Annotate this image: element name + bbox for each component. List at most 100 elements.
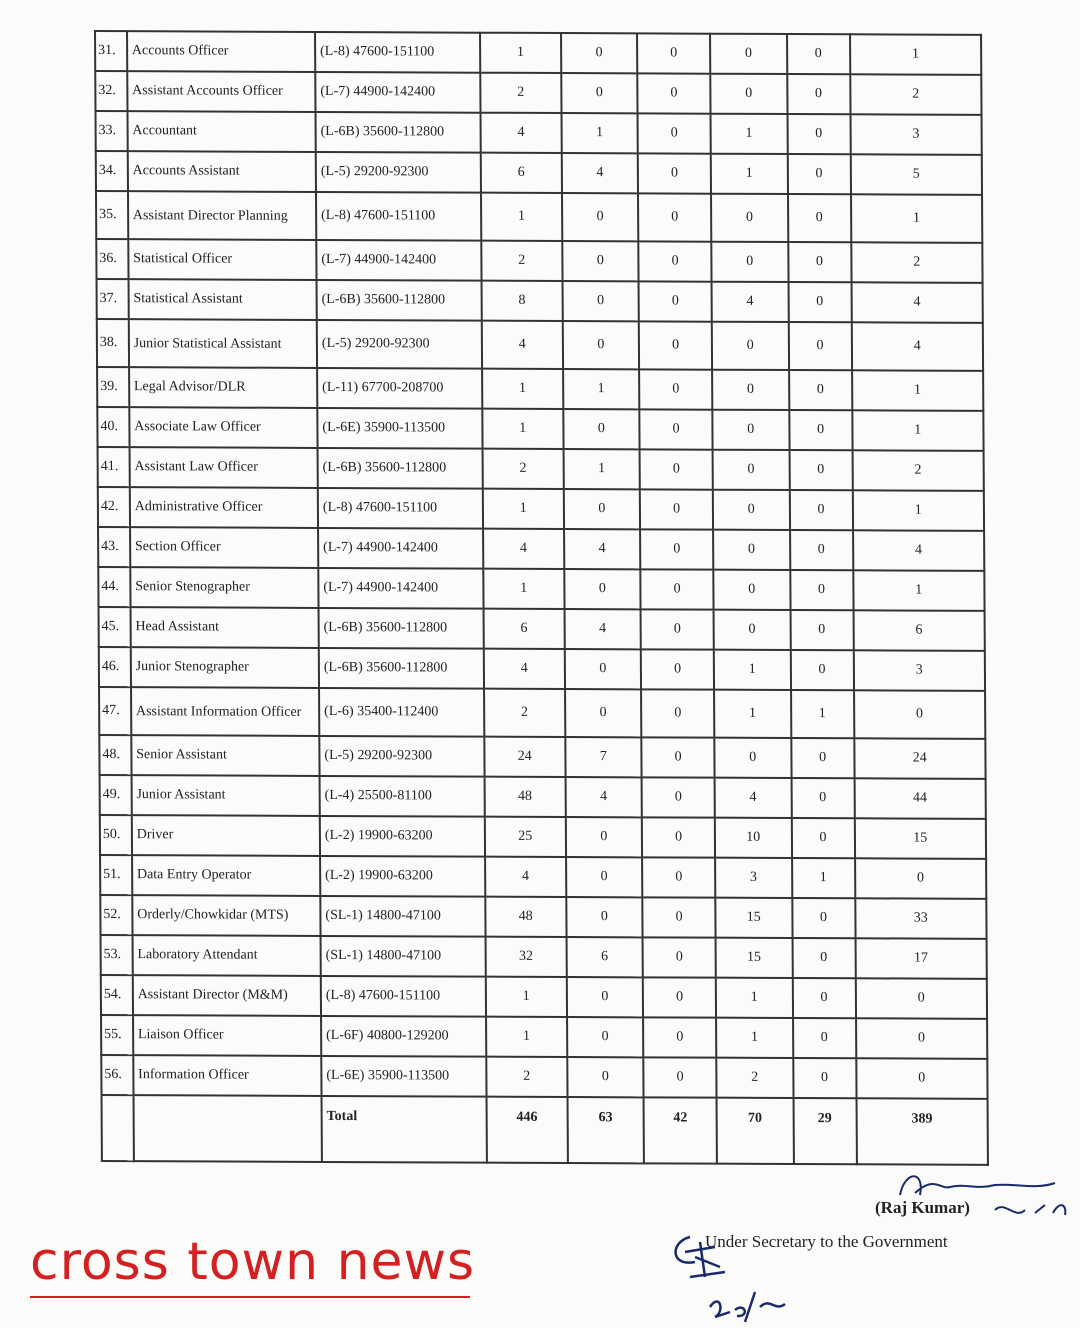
value-cell: 0 <box>790 610 854 651</box>
value-cell: 4 <box>561 153 639 194</box>
value-cell: 1 <box>852 490 985 531</box>
value-cell: 0 <box>638 153 712 194</box>
value-cell: 0 <box>641 649 715 690</box>
pay-scale: (L-2) 19900-63200 <box>319 815 486 857</box>
pay-scale: (L-7) 44900-142400 <box>316 239 482 281</box>
post-name: Accounts Officer <box>126 31 316 72</box>
post-name: Statistical Assistant <box>128 279 317 320</box>
value-cell: 0 <box>789 490 853 531</box>
table-row: 55. Liaison Officer (L-6F) 40800-129200 1 0 0… <box>101 1014 988 1059</box>
value-cell: 0 <box>640 569 714 610</box>
serial-number: 44. <box>98 566 131 608</box>
value-cell: 6 <box>566 937 644 978</box>
serial-number: 52. <box>100 894 133 936</box>
value-cell: 1 <box>850 194 983 243</box>
value-cell: 1 <box>715 977 793 1019</box>
serial-number: 54. <box>100 974 133 1016</box>
value-cell: 1 <box>713 649 791 691</box>
serial-number: 49. <box>99 774 132 816</box>
value-cell: 1 <box>710 153 788 195</box>
post-name: Liaison Officer <box>132 1015 322 1056</box>
serial-number: 48. <box>99 734 132 776</box>
value-cell: 0 <box>788 410 853 451</box>
pay-scale: (L-6B) 35600-112800 <box>317 447 483 489</box>
value-cell: 0 <box>788 322 852 371</box>
table-row: 31. Accounts Officer (L-8) 47600-151100 1 0 0… <box>95 31 982 75</box>
pay-scale: (L-7) 44900-142400 <box>318 527 484 569</box>
value-cell: 0 <box>788 282 852 323</box>
table-row: 50. Driver (L-2) 19900-63200 25 0 0 10 0 15 <box>99 814 987 859</box>
value-cell: 24 <box>484 736 566 778</box>
pay-scale: (L-7) 44900-142400 <box>315 71 481 113</box>
value-cell: 6 <box>483 608 565 650</box>
post-name: Assistant Information Officer <box>130 687 320 736</box>
value-cell: 0 <box>789 450 853 491</box>
serial-number: 55. <box>101 1014 134 1056</box>
value-cell: 0 <box>565 897 643 938</box>
table-row: 47. Assistant Information Officer (L-6) 35… <box>99 686 986 739</box>
pay-scale: (L-2) 19900-63200 <box>320 855 486 897</box>
value-cell: 0 <box>712 409 790 451</box>
serial-number: 41. <box>97 447 130 488</box>
serial-number: 42. <box>97 487 130 528</box>
handwritten-signature <box>899 1175 1067 1216</box>
watermark: cross town news <box>30 1232 476 1292</box>
post-name: Section Officer <box>129 527 319 568</box>
value-cell: 0 <box>561 241 639 282</box>
table-row: 32. Assistant Accounts Officer (L-7) 44900… <box>95 71 982 115</box>
value-cell: 10 <box>714 817 792 859</box>
value-cell: 0 <box>853 690 986 739</box>
serial-number: 35. <box>95 191 129 240</box>
value-cell: 4 <box>852 530 985 571</box>
value-cell: 0 <box>566 1017 644 1058</box>
value-cell: 4 <box>483 528 564 570</box>
value-cell: 1 <box>791 858 855 899</box>
signatory-designation: Under Secretary to the Government <box>705 1232 948 1251</box>
value-cell: 0 <box>564 649 642 690</box>
table-row: 39. Legal Advisor/DLR (L-11) 67700-208700 1… <box>97 367 984 411</box>
posts-table: 31. Accounts Officer (L-8) 47600-151100 1 0 0… <box>94 30 989 1166</box>
value-cell: 0 <box>638 193 712 242</box>
table-row: 40. Associate Law Officer (L-6E) 35900-113… <box>97 407 984 451</box>
value-cell: 0 <box>639 369 713 410</box>
value-cell: 0 <box>711 193 788 243</box>
value-cell: 0 <box>643 1057 717 1098</box>
value-cell: 0 <box>712 369 789 411</box>
pay-scale: (L-6B) 35600-112800 <box>318 607 484 649</box>
value-cell: 0 <box>713 609 791 651</box>
table-row: 51. Data Entry Operator (L-2) 19900-63200 4… <box>100 854 987 899</box>
total-value: 70 <box>716 1097 794 1165</box>
serial-number: 56. <box>101 1054 134 1096</box>
value-cell: 0 <box>560 33 638 74</box>
pay-scale: (L-7) 44900-142400 <box>318 567 484 609</box>
value-cell: 48 <box>485 896 567 938</box>
serial-number: 37. <box>96 279 129 320</box>
table-row: 46. Junior Stenographer (L-6B) 35600-11280… <box>98 646 986 691</box>
empty-cell <box>101 1094 134 1162</box>
serial-number: 31. <box>95 31 128 72</box>
serial-number: 53. <box>100 934 133 976</box>
value-cell: 0 <box>637 33 711 74</box>
initials-mark <box>674 1235 786 1323</box>
value-cell: 0 <box>712 449 790 491</box>
value-cell: 6 <box>853 610 985 651</box>
empty-cell <box>133 1095 322 1162</box>
value-cell: 0 <box>640 529 714 570</box>
table-row: 36. Statistical Officer (L-7) 44900-142400… <box>96 239 983 283</box>
value-cell: 0 <box>792 1058 857 1099</box>
table-row: 33. Accountant (L-6B) 35600-112800 4 1 0 1 0 3 <box>95 111 982 155</box>
value-cell: 1 <box>563 449 641 490</box>
post-name: Driver <box>131 815 321 856</box>
serial-number: 47. <box>99 686 132 736</box>
pay-scale: (L-6E) 35900-113500 <box>321 1055 487 1097</box>
value-cell: 0 <box>712 489 790 531</box>
table-row: 56. Information Officer (L-6E) 35900-11350… <box>101 1054 988 1099</box>
table-row: 42. Administrative Officer (L-8) 47600-151… <box>97 487 985 531</box>
serial-number: 39. <box>97 367 130 408</box>
post-name: Orderly/Chowkidar (MTS) <box>132 895 321 936</box>
table-row: 37. Statistical Assistant (L-6B) 35600-112… <box>96 279 983 323</box>
value-cell: 0 <box>713 569 791 611</box>
table-row: 35. Assistant Director Planning (L-8) 4760… <box>95 191 983 243</box>
value-cell: 0 <box>639 321 713 370</box>
